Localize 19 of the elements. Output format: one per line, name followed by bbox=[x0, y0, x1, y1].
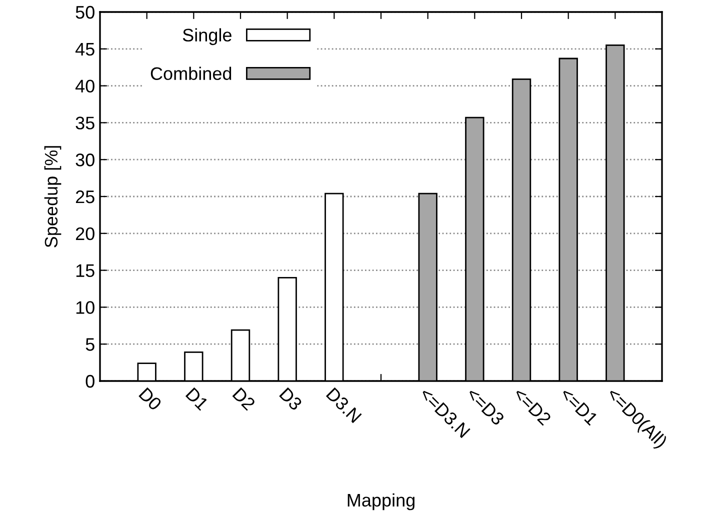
y-tick-label: 35 bbox=[76, 116, 94, 130]
x-axis-title: Mapping bbox=[348, 493, 414, 510]
legend-label: Single bbox=[182, 28, 232, 46]
y-tick-label: 25 bbox=[76, 190, 94, 204]
y-tick-label: 40 bbox=[75, 80, 94, 93]
y-tick-label: 20 bbox=[76, 227, 94, 240]
y-tick-label: 5 bbox=[86, 338, 94, 351]
y-tick-label: 50 bbox=[76, 6, 94, 19]
y-tick-label: 0 bbox=[86, 374, 94, 388]
x-tick-label: D3 bbox=[279, 387, 303, 411]
y-tick-label: 30 bbox=[76, 154, 94, 166]
y-tick-label: 15 bbox=[76, 264, 94, 278]
y-tick-label: 10 bbox=[76, 301, 94, 314]
x-tick-label: D0 bbox=[138, 387, 162, 412]
x-tick-label: D1 bbox=[185, 387, 209, 411]
y-tick-label: 45 bbox=[75, 43, 94, 56]
x-tick-label: D2 bbox=[232, 387, 256, 411]
legend-label: Combined bbox=[150, 66, 232, 80]
y-axis-title: Speedup [%] bbox=[44, 146, 62, 248]
